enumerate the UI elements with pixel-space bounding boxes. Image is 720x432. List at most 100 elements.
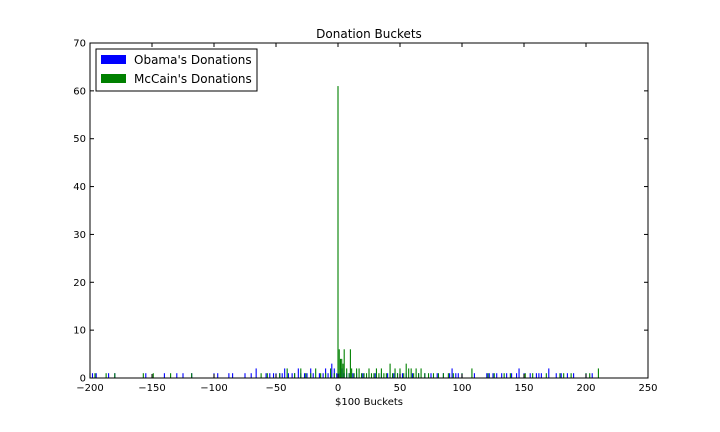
bar-mccain [315,368,317,378]
bar-obama [486,373,488,378]
bar-obama [306,373,308,378]
x-tick-label: −150 [138,383,165,394]
bar-obama [430,373,432,378]
bar-obama [331,363,333,378]
x-tick-label: −100 [200,383,227,394]
bar-mccain [353,373,355,378]
x-tick-label: 100 [452,383,471,394]
bar-obama [457,373,459,378]
x-tick-label: 50 [394,383,407,394]
bar-mccain [361,373,363,378]
bar-mccain [532,373,534,378]
bar-obama [535,373,537,378]
bar-obama [540,373,542,378]
bar-mccain [389,363,391,378]
bar-obama [250,373,252,378]
bar-mccain [343,349,345,378]
bar-mccain [338,349,340,378]
y-tick-label: 30 [73,230,86,241]
bar-mccain [356,368,358,378]
bar-obama [287,373,289,378]
x-tick-label: 250 [638,383,657,394]
y-tick-label: 10 [73,326,86,337]
bar-mccain [408,368,410,378]
bar-mccain [570,373,572,378]
bar-obama [272,373,275,378]
bar-mccain [375,368,377,378]
bar-obama [374,373,376,378]
bar-mccain [545,373,547,378]
bar-mccain [330,368,332,378]
bar-mccain [266,373,268,378]
bar-obama [255,368,257,378]
bar-obama [566,373,568,378]
y-tick-label: 20 [73,278,86,289]
bar-mccain [432,373,435,378]
bar-mccain [294,373,296,378]
bar-mccain [320,373,322,378]
bar-obama [591,373,593,378]
bar-obama [322,373,324,378]
bar-mccain [442,373,444,378]
bar-mccain [383,373,385,378]
x-tick-label: −200 [76,383,103,394]
x-tick-label: −50 [265,383,286,394]
bar-mccain [349,349,351,378]
bar-mccain [152,373,154,378]
bar-obama [451,368,453,378]
bar-obama [217,373,219,378]
bar-mccain [114,373,116,378]
bar-obama [518,368,520,378]
bar-obama [516,373,518,378]
bar-obama [303,373,306,378]
bar-mccain [427,373,430,378]
bar-obama [506,373,508,378]
bar-obama [401,373,404,378]
bar-mccain [358,368,360,378]
bar-mccain [487,373,489,378]
bar-obama [265,373,267,378]
bar-obama [492,373,494,378]
bar-mccain [191,373,193,378]
y-tick-label: 60 [73,86,86,97]
bar-obama [176,373,178,378]
bar-mccain [279,373,281,378]
bar-mccain [396,373,399,378]
bar-mccain [559,373,561,378]
bar-obama [473,373,475,378]
bar-obama [436,373,438,378]
bar-mccain [394,368,396,378]
bar-mccain [373,373,375,378]
legend-label-obama: Obama's Donations [134,53,252,67]
bar-mccain [410,368,412,378]
bar-mccain [524,373,526,378]
bar-obama [291,373,293,378]
bar-mccain [351,368,353,378]
bar-obama [411,373,413,378]
bar-obama [529,373,531,378]
bar-obama [312,373,314,378]
y-tick-label: 0 [80,374,86,385]
bar-obama [336,373,338,378]
bar-mccain [378,373,380,378]
bar-obama [145,373,147,378]
bar-obama [281,373,283,378]
bar-obama [232,373,234,378]
legend: Obama's Donations McCain's Donations [95,48,258,92]
bar-obama [573,373,575,378]
bar-obama [555,373,557,378]
bar-mccain [170,373,172,378]
x-tick-label: 150 [514,383,533,394]
bar-mccain [363,373,365,378]
bar-mccain [399,368,401,378]
bar-obama [387,373,389,378]
legend-label-mccain: McCain's Donations [134,72,252,86]
bar-mccain [260,373,262,378]
bar-mccain [333,373,335,378]
bar-mccain [385,373,387,378]
bar-obama [352,373,354,378]
y-tick-label: 70 [73,39,86,50]
bar-mccain [413,373,415,378]
bar-obama [488,373,490,378]
bar-obama [496,373,498,378]
